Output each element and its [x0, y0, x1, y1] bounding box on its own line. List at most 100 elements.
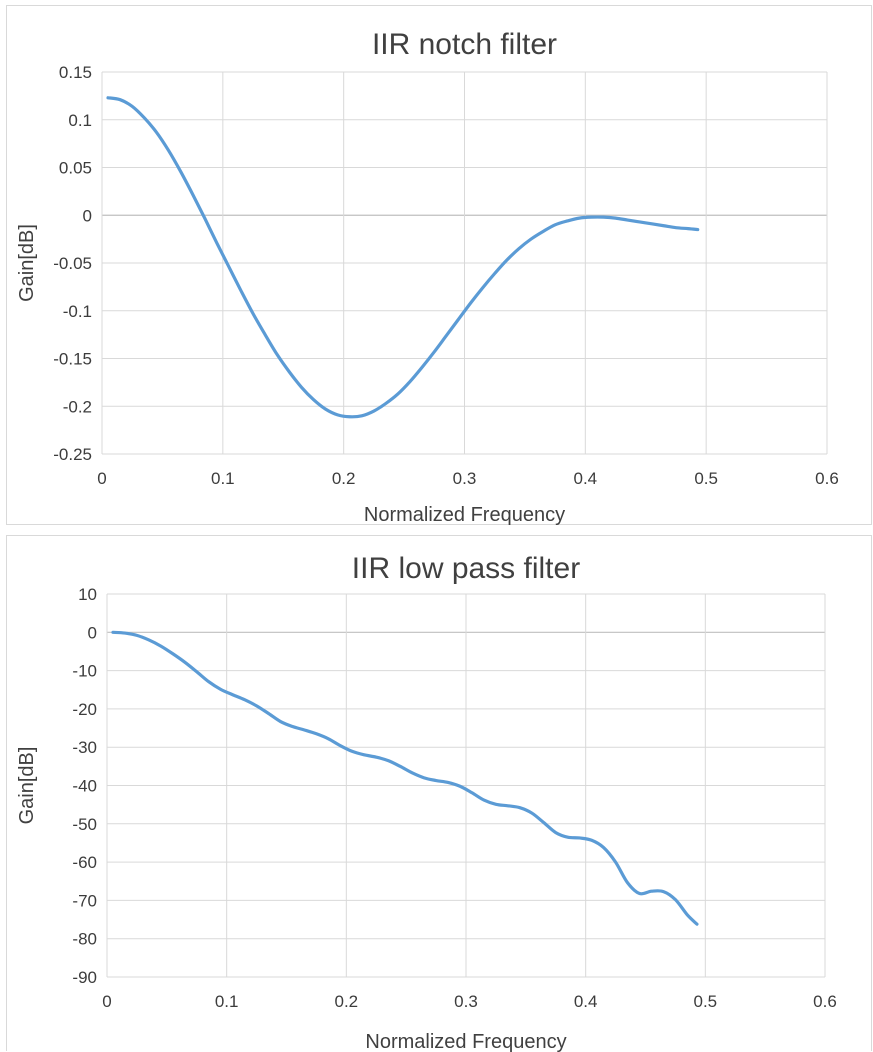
data-point: [650, 890, 653, 893]
data-point: [529, 238, 532, 241]
y-tick-label: -90: [72, 968, 97, 987]
y-tick-label: -0.25: [53, 445, 92, 464]
y-tick-label: 0: [88, 623, 97, 642]
data-point: [686, 227, 689, 230]
y-tick-label: -0.05: [53, 254, 92, 273]
data-point: [542, 821, 545, 824]
data-point: [530, 811, 533, 814]
data-point: [119, 98, 122, 101]
data-point: [215, 241, 218, 244]
data-point: [695, 923, 698, 926]
data-point: [279, 720, 282, 723]
data-point: [348, 415, 351, 418]
data-point: [578, 217, 581, 220]
data-point: [276, 353, 279, 356]
data-point: [267, 712, 270, 715]
data-point: [409, 380, 412, 383]
data-point: [207, 680, 210, 683]
y-tick-label: 0.05: [59, 159, 92, 178]
data-point: [541, 230, 544, 233]
data-point: [481, 286, 484, 289]
data-point: [183, 661, 186, 664]
lowpass-filter-chart: IIR low pass filter 10 0 -10 -20 -30 -40 -50 -60…: [16, 552, 837, 1052]
data-point: [554, 831, 557, 834]
data-point: [614, 217, 617, 220]
x-tick-label: 0: [102, 992, 111, 1011]
notch-filter-chart-panel: IIR notch filter 0.15 0.1 0.05 0 -0.05 -0.1 -0.…: [6, 5, 872, 526]
notch-filter-chart: IIR notch filter 0.15 0.1 0.05 0 -0.05 -0.1 -0.…: [16, 28, 839, 526]
data-point: [517, 247, 520, 250]
data-point: [327, 737, 330, 740]
y-tick-label: 10: [78, 585, 97, 604]
y-tick-label: -0.1: [63, 302, 92, 321]
data-point: [433, 350, 436, 353]
data-point: [518, 806, 521, 809]
data-point: [255, 704, 258, 707]
data-point: [602, 846, 605, 849]
y-tick-label: -10: [72, 662, 97, 681]
data-point: [458, 785, 461, 788]
x-tick-label: 0.5: [694, 469, 718, 488]
x-axis-label: Normalized Frequency: [365, 1031, 566, 1052]
data-point: [167, 149, 170, 152]
data-point: [351, 750, 354, 753]
x-tick-label: 0.1: [215, 992, 239, 1011]
data-point: [554, 223, 557, 226]
data-point: [614, 861, 617, 864]
data-point: [231, 693, 234, 696]
data-point: [324, 408, 327, 411]
data-point: [566, 836, 569, 839]
data-point: [493, 272, 496, 275]
data-point: [590, 216, 593, 219]
data-point: [111, 631, 114, 634]
data-point: [106, 96, 109, 99]
x-tick-label: 0: [97, 469, 106, 488]
data-point: [674, 226, 677, 229]
data-point: [264, 333, 267, 336]
data-point: [696, 228, 699, 231]
y-tick-label: -0.15: [53, 350, 92, 369]
data-point: [445, 334, 448, 337]
y-tick-label: -50: [72, 815, 97, 834]
data-point: [123, 631, 126, 634]
data-point: [251, 312, 254, 315]
data-point: [469, 302, 472, 305]
data-point: [457, 318, 460, 321]
data-point: [143, 116, 146, 119]
data-point: [626, 881, 629, 884]
data-point: [179, 170, 182, 173]
y-tick-label: -40: [72, 777, 97, 796]
x-tick-label: 0.6: [815, 469, 839, 488]
data-point: [147, 638, 150, 641]
data-point: [363, 753, 366, 756]
data-point: [195, 670, 198, 673]
data-point: [219, 688, 222, 691]
data-point: [470, 791, 473, 794]
data-point: [638, 220, 641, 223]
chart-title: IIR low pass filter: [352, 552, 580, 585]
data-point: [662, 890, 665, 893]
data-point: [506, 804, 509, 807]
y-tick-label: -20: [72, 700, 97, 719]
x-tick-label: 0.4: [574, 992, 598, 1011]
x-tick-label: 0.6: [813, 992, 837, 1011]
data-point: [203, 217, 206, 220]
x-tick-label: 0.3: [453, 469, 477, 488]
data-point: [155, 131, 158, 134]
x-tick-label: 0.2: [332, 469, 356, 488]
data-point: [626, 218, 629, 221]
data-point: [360, 414, 363, 417]
x-tick-label: 0.2: [335, 992, 359, 1011]
series-line: [111, 630, 699, 926]
data-point: [159, 644, 162, 647]
data-point: [602, 216, 605, 219]
data-point: [315, 732, 318, 735]
data-point: [650, 222, 653, 225]
data-point: [191, 193, 194, 196]
data-point: [387, 759, 390, 762]
data-point: [434, 779, 437, 782]
data-point: [336, 413, 339, 416]
series-line: [106, 96, 700, 419]
data-point: [135, 634, 138, 637]
data-point: [674, 898, 677, 901]
